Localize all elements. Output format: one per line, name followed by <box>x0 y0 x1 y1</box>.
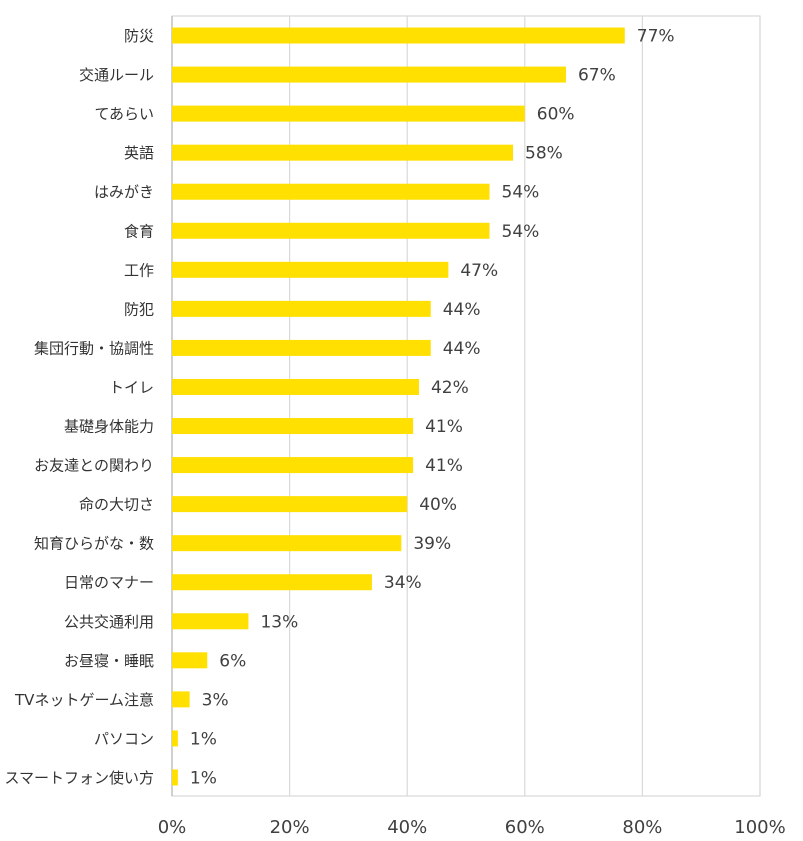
data-label: 77% <box>637 27 675 47</box>
category-label: 公共交通利用 <box>64 613 154 631</box>
data-label: 60% <box>537 105 575 125</box>
data-label: 42% <box>431 378 469 398</box>
data-label: 54% <box>502 183 540 203</box>
data-label: 13% <box>260 612 298 632</box>
bar <box>172 652 208 669</box>
x-tick-label: 80% <box>622 817 662 838</box>
bar <box>172 105 525 122</box>
data-label: 1% <box>190 768 217 788</box>
data-label: 58% <box>525 144 563 164</box>
category-label: 知育ひらがな・数 <box>34 535 154 553</box>
value-labels: 77%67%60%58%54%54%47%44%44%42%41%41%40%3… <box>190 27 675 789</box>
plot-border <box>171 15 761 797</box>
bar <box>172 418 414 435</box>
x-tick-labels: 0% 20% 40% 60% 80% 100% <box>158 817 786 838</box>
data-label: 1% <box>190 729 217 749</box>
category-label: パソコン <box>94 730 154 748</box>
data-label: 40% <box>419 495 457 515</box>
bar <box>172 535 402 552</box>
category-label: 英語 <box>124 144 154 162</box>
bar <box>172 613 249 630</box>
category-label: お昼寝・睡眠 <box>64 652 154 670</box>
gridlines <box>171 16 761 796</box>
bar <box>172 222 490 239</box>
data-label: 47% <box>460 261 498 281</box>
category-label: 交通ルール <box>79 66 154 84</box>
category-labels: 防災交通ルールてあらい英語はみがき食育工作防犯集団行動・協調性トイレ基礎身体能力… <box>4 27 154 787</box>
bar <box>172 730 178 747</box>
x-tick-label: 40% <box>387 817 427 838</box>
bar <box>172 66 566 83</box>
x-tick-label: 20% <box>270 817 310 838</box>
category-label: 工作 <box>124 261 154 279</box>
bar <box>172 144 514 161</box>
bar <box>172 378 419 395</box>
data-label: 41% <box>425 417 463 437</box>
bar <box>172 339 431 356</box>
x-tick-label: 100% <box>734 817 785 838</box>
data-label: 54% <box>502 222 540 242</box>
category-label: てあらい <box>94 105 154 123</box>
category-label: TVネットゲーム注意 <box>14 691 154 709</box>
category-label: 防犯 <box>124 300 154 318</box>
category-label: スマートフォン使い方 <box>4 769 154 787</box>
x-tick-label: 60% <box>505 817 545 838</box>
data-label: 41% <box>425 456 463 476</box>
category-label: トイレ <box>109 378 154 396</box>
category-label: 基礎身体能力 <box>64 418 154 436</box>
x-tick-label: 0% <box>158 817 187 838</box>
data-label: 39% <box>413 534 451 554</box>
bar <box>172 27 625 44</box>
plot-frame <box>171 15 761 797</box>
category-label: 日常のマナー <box>64 574 154 592</box>
category-label: 集団行動・協調性 <box>34 339 154 357</box>
bar <box>172 574 372 591</box>
category-label: 命の大切さ <box>79 496 154 514</box>
bar <box>172 769 178 786</box>
bar <box>172 457 414 474</box>
category-label: はみがき <box>94 183 154 201</box>
category-label: お友達との関わり <box>34 457 154 475</box>
bar <box>172 183 490 200</box>
bars <box>172 27 625 786</box>
data-label: 34% <box>384 573 422 593</box>
bar <box>172 261 449 278</box>
data-label: 3% <box>202 690 229 710</box>
data-label: 67% <box>578 66 616 86</box>
data-label: 44% <box>443 339 481 359</box>
data-label: 6% <box>219 651 246 671</box>
category-label: 防災 <box>124 27 154 45</box>
category-label: 食育 <box>124 222 154 240</box>
data-label: 44% <box>443 300 481 320</box>
bar <box>172 496 408 513</box>
bar <box>172 691 190 708</box>
bar <box>172 300 431 317</box>
